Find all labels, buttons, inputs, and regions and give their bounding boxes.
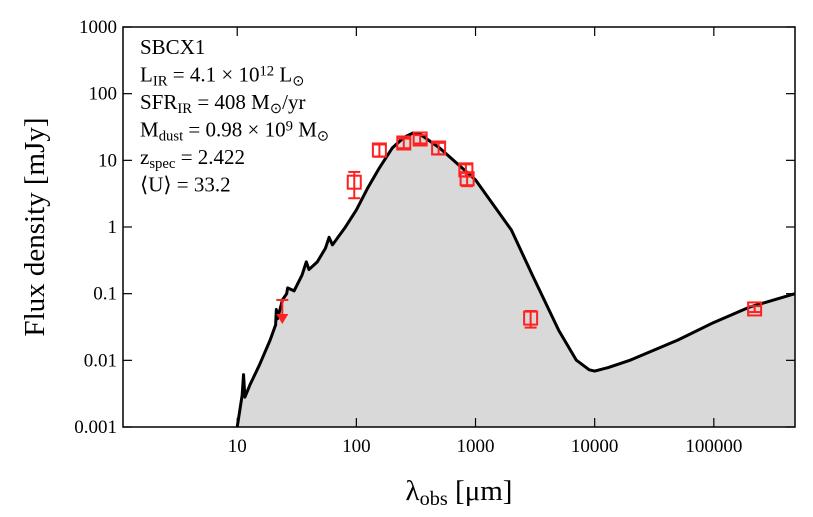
text-segment: = 2.422 bbox=[175, 145, 245, 169]
y-tick-label: 0.001 bbox=[74, 417, 117, 438]
subscript: spec bbox=[149, 156, 176, 172]
y-tick-label: 0.01 bbox=[84, 350, 117, 371]
text-segment: = 408 M bbox=[192, 90, 270, 114]
x-tick-label: 100000 bbox=[685, 436, 742, 457]
subscript: ⊙ bbox=[270, 101, 282, 117]
text-segment: = 4.1 × 10 bbox=[168, 63, 260, 87]
plot-area bbox=[235, 131, 795, 427]
subscript: ⊙ bbox=[317, 128, 329, 144]
subscript: dust bbox=[159, 128, 183, 144]
supscript: 9 bbox=[286, 119, 293, 135]
text-segment: /yr bbox=[282, 90, 305, 114]
data-point bbox=[458, 162, 474, 178]
text-segment: z bbox=[140, 145, 149, 169]
x-tick-label: 10 bbox=[228, 436, 247, 457]
annotation: SBCX1 bbox=[140, 35, 205, 59]
annotation: Mdust = 0.98 × 109 M⊙ bbox=[140, 118, 329, 145]
supscript: 12 bbox=[259, 64, 274, 80]
annotation: zspec = 2.422 bbox=[140, 145, 245, 172]
x-tick-label: 10000 bbox=[571, 436, 619, 457]
text-segment: M bbox=[293, 118, 317, 142]
text-segment: L bbox=[274, 63, 292, 87]
axes: 10 100 1000 10000 100000 0.001 0.01 0.1 1 10 100 10… bbox=[19, 17, 796, 510]
subscript: IR bbox=[153, 73, 168, 89]
text-segment: M bbox=[140, 118, 159, 142]
area-fill bbox=[237, 132, 795, 427]
y-axis-label: Flux density [mJy] bbox=[19, 117, 51, 336]
x-axis-label: λobs [μm] bbox=[406, 475, 513, 510]
data-point bbox=[412, 131, 428, 147]
data-point bbox=[747, 301, 763, 317]
data-point bbox=[431, 140, 447, 156]
text-segment: = 0.98 × 10 bbox=[183, 118, 285, 142]
annotation: LIR = 4.1 × 1012 L⊙ bbox=[140, 63, 305, 90]
text-segment: [μm] bbox=[448, 475, 513, 507]
upper-limit-arrow bbox=[276, 313, 289, 324]
text-segment: L bbox=[140, 63, 153, 87]
data-point bbox=[371, 142, 387, 158]
annotation: ⟨U⟩ = 33.2 bbox=[140, 173, 231, 197]
data-point bbox=[396, 135, 412, 151]
data-point bbox=[346, 174, 362, 190]
x-tick-label: 100 bbox=[342, 436, 371, 457]
data-point bbox=[523, 310, 539, 326]
annotation: SFRIR = 408 M⊙/yr bbox=[140, 90, 305, 117]
text-segment: ⟨U⟩ = 33.2 bbox=[140, 173, 231, 197]
y-tick-label: 10 bbox=[98, 150, 117, 171]
subscript: obs bbox=[420, 488, 448, 510]
subscript: ⊙ bbox=[292, 73, 304, 89]
text-segment: SBCX1 bbox=[140, 35, 205, 59]
y-tick-label: 100 bbox=[89, 84, 118, 105]
y-tick-label: 0.1 bbox=[93, 284, 117, 305]
text-segment: λ bbox=[406, 475, 420, 507]
y-tick-label: 1000 bbox=[79, 17, 117, 38]
model-curve bbox=[235, 131, 795, 427]
x-tick-label: 1000 bbox=[457, 436, 495, 457]
data-point bbox=[459, 171, 475, 187]
y-tick-label: 1 bbox=[108, 217, 118, 238]
subscript: IR bbox=[177, 101, 192, 117]
text-segment: SFR bbox=[140, 90, 177, 114]
